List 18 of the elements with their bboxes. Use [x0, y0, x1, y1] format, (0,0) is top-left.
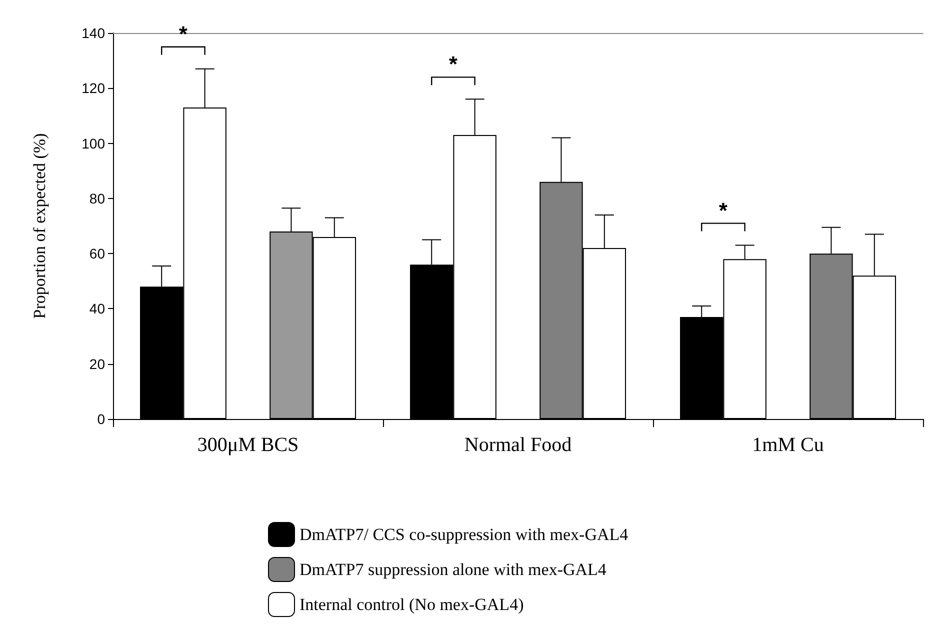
y-tick-label: 0	[97, 411, 106, 427]
legend-label: Internal control (No mex-GAL4)	[300, 595, 524, 614]
y-axis-title: Proportion of expected (%)	[30, 133, 49, 319]
x-tick-label: 300μM BCS	[197, 434, 299, 456]
y-tick-label: 20	[89, 356, 106, 372]
y-tick-label: 100	[82, 135, 106, 152]
annotation: *	[178, 21, 188, 46]
legend-label: DmATP7/ CCS co-suppression with mex-GAL4	[300, 525, 629, 544]
x-tick-label: 1mM Cu	[752, 434, 824, 456]
annotation: *	[718, 198, 728, 223]
y-tick-label: 140	[82, 25, 106, 41]
legend-label: DmATP7 suppression alone with mex-GAL4	[300, 560, 607, 579]
y-tick-label: 40	[89, 300, 106, 317]
x-tick-label: Normal Food	[464, 434, 572, 456]
annotation: *	[448, 52, 458, 77]
y-tick-label: 60	[89, 246, 106, 262]
y-tick-label: 120	[82, 80, 106, 96]
y-tick-label: 80	[89, 190, 106, 206]
